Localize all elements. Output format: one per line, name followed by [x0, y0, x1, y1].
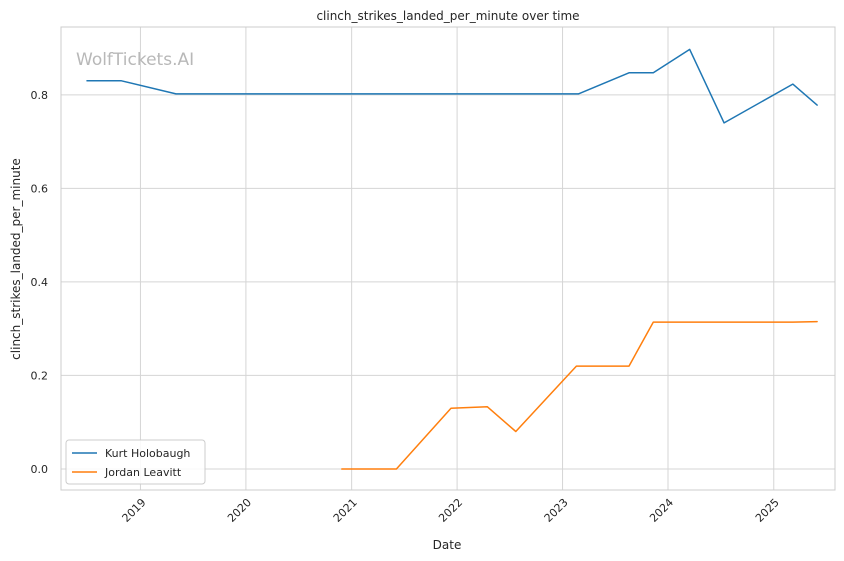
x-tick-label-2021: 2021 — [331, 496, 360, 525]
x-tick-label-2019: 2019 — [120, 496, 149, 525]
x-tick-label-2020: 2020 — [225, 496, 254, 525]
y-tick-label-0-2: 0.2 — [31, 369, 49, 382]
y-tick-label-0-6: 0.6 — [31, 182, 49, 195]
plot-frame — [60, 26, 836, 491]
legend: Kurt Holobaugh Jordan Leavitt — [65, 439, 206, 485]
x-tick-label-2025: 2025 — [753, 496, 782, 525]
chart-title: clinch_strikes_landed_per_minute over ti… — [316, 9, 579, 23]
x-tick-label-2022: 2022 — [436, 496, 465, 525]
x-tick-labels: 2019 2020 2021 2022 2023 2024 2025 — [120, 496, 782, 525]
x-tick-label-2023: 2023 — [542, 496, 571, 525]
y-axis-label: clinch_strikes_landed_per_minute — [9, 158, 23, 360]
x-axis-label: Date — [433, 538, 462, 552]
grid-lines — [61, 27, 835, 490]
y-tick-label-0-0: 0.0 — [31, 463, 49, 476]
legend-box — [65, 439, 206, 485]
series-line-kurt-holobaugh — [86, 48, 818, 124]
watermark: WolfTickets.AI — [76, 50, 194, 70]
y-tick-label-0-4: 0.4 — [31, 276, 49, 289]
x-tick-label-2024: 2024 — [647, 496, 676, 525]
legend-label-jordan-leavitt: Jordan Leavitt — [104, 466, 182, 479]
series-layer — [86, 48, 818, 470]
series-line-jordan-leavitt — [341, 320, 818, 470]
legend-label-kurt-holobaugh: Kurt Holobaugh — [105, 447, 190, 460]
y-tick-labels: 0.0 0.2 0.4 0.6 0.8 — [31, 89, 49, 476]
y-tick-label-0-8: 0.8 — [31, 89, 49, 102]
